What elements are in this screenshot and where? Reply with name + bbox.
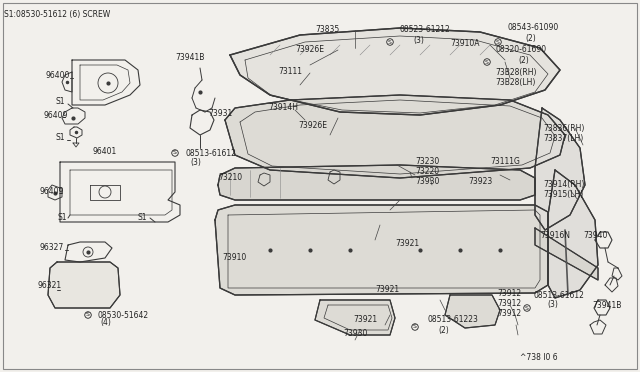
Text: 73910A: 73910A — [450, 38, 479, 48]
Text: 73111: 73111 — [278, 67, 302, 77]
Text: S: S — [525, 305, 529, 311]
Text: (3): (3) — [413, 35, 424, 45]
Polygon shape — [535, 108, 585, 230]
Text: S1: S1 — [55, 97, 65, 106]
Text: 73915(LH): 73915(LH) — [543, 190, 583, 199]
Text: S1:08530-51612 (6) SCREW: S1:08530-51612 (6) SCREW — [4, 10, 110, 19]
Text: 73921: 73921 — [353, 315, 377, 324]
Text: 73926E: 73926E — [298, 121, 327, 129]
Text: 73912: 73912 — [497, 298, 521, 308]
Text: (2): (2) — [438, 326, 449, 334]
Text: 73914(RH): 73914(RH) — [543, 180, 584, 189]
Text: 96327: 96327 — [40, 244, 64, 253]
Text: S: S — [485, 60, 489, 64]
Text: 96321: 96321 — [38, 280, 62, 289]
Text: 73930: 73930 — [343, 328, 367, 337]
Text: 73210: 73210 — [218, 173, 242, 183]
Text: 73941B: 73941B — [175, 52, 204, 61]
Text: S: S — [388, 39, 392, 45]
Text: S1: S1 — [58, 212, 67, 221]
Text: 08513-61223: 08513-61223 — [428, 315, 479, 324]
Text: 73923: 73923 — [468, 177, 492, 186]
Text: S1: S1 — [138, 214, 147, 222]
Text: 73926E: 73926E — [295, 45, 324, 55]
Text: 73921: 73921 — [395, 238, 419, 247]
Text: 73B28(LH): 73B28(LH) — [495, 77, 536, 87]
Text: 96401: 96401 — [93, 148, 117, 157]
Text: 73921: 73921 — [375, 285, 399, 295]
Polygon shape — [315, 300, 395, 335]
Polygon shape — [445, 295, 500, 328]
Polygon shape — [548, 170, 598, 298]
Text: 73111G: 73111G — [490, 157, 520, 167]
Text: S: S — [173, 151, 177, 155]
Text: 73912: 73912 — [497, 289, 521, 298]
Text: (2): (2) — [518, 55, 529, 64]
Polygon shape — [225, 95, 565, 178]
Text: 08320-61690: 08320-61690 — [496, 45, 547, 55]
Text: (3): (3) — [547, 301, 558, 310]
Text: 73916N: 73916N — [540, 231, 570, 240]
Text: (2): (2) — [525, 33, 536, 42]
Text: 73837(LH): 73837(LH) — [543, 134, 583, 142]
Text: 96409: 96409 — [43, 110, 67, 119]
Text: S: S — [86, 312, 90, 317]
Text: 08513-61612: 08513-61612 — [185, 148, 236, 157]
Text: 73835: 73835 — [315, 26, 339, 35]
Polygon shape — [48, 262, 120, 308]
Text: 73912: 73912 — [497, 308, 521, 317]
Text: 08523-61212: 08523-61212 — [400, 26, 451, 35]
Text: 73930: 73930 — [415, 177, 440, 186]
Text: 73B28(RH): 73B28(RH) — [495, 67, 536, 77]
Text: 73220: 73220 — [415, 167, 439, 176]
Text: (3): (3) — [190, 157, 201, 167]
Text: 08530-51642: 08530-51642 — [97, 311, 148, 320]
Polygon shape — [230, 28, 560, 115]
Text: 73941B: 73941B — [592, 301, 621, 310]
Text: 73836(RH): 73836(RH) — [543, 124, 584, 132]
Polygon shape — [215, 205, 548, 295]
Text: 73940: 73940 — [583, 231, 607, 240]
Text: 73230: 73230 — [415, 157, 439, 167]
Text: 73914H: 73914H — [268, 103, 298, 112]
Text: S: S — [413, 324, 417, 330]
Text: 08543-61090: 08543-61090 — [507, 23, 558, 32]
Text: 73910: 73910 — [222, 253, 246, 263]
Text: (4): (4) — [100, 318, 111, 327]
Text: ^738 I0 6: ^738 I0 6 — [520, 353, 557, 362]
Polygon shape — [535, 228, 598, 280]
Text: 73931: 73931 — [208, 109, 232, 118]
Polygon shape — [218, 165, 535, 200]
Text: 96400: 96400 — [45, 71, 69, 80]
Text: 96409: 96409 — [40, 187, 65, 196]
Text: S1: S1 — [55, 134, 65, 142]
Text: 08513-61612: 08513-61612 — [534, 291, 585, 299]
Text: S: S — [496, 39, 500, 45]
